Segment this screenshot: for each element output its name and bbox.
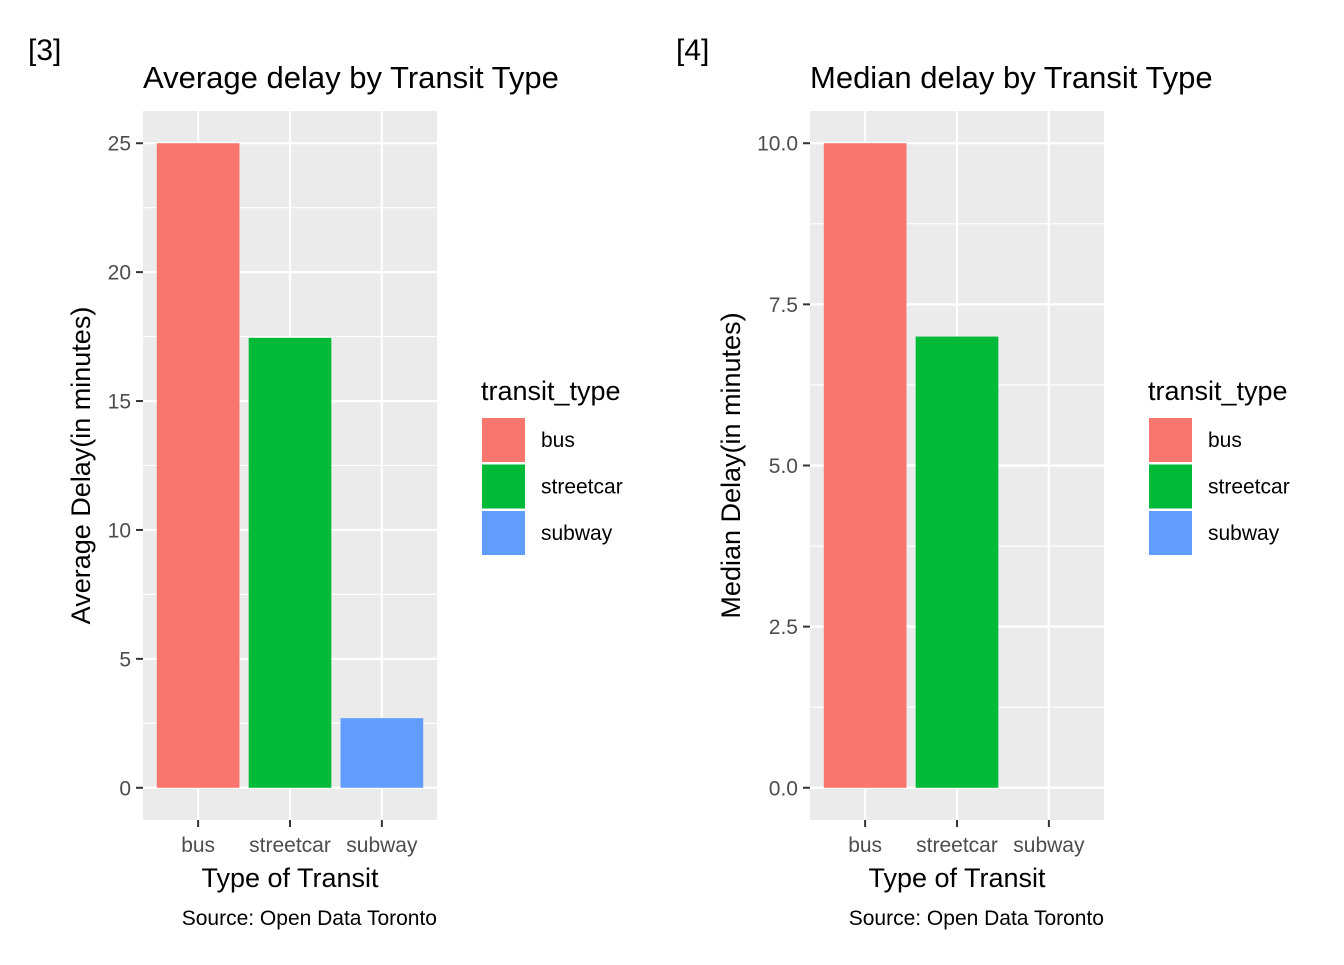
legend-title: transit_type — [481, 376, 621, 406]
legend-label-streetcar: streetcar — [1208, 476, 1290, 499]
y-tick-label: 10 — [108, 519, 131, 542]
legend-label-subway: subway — [1208, 522, 1280, 545]
legend-key-subway — [1149, 511, 1192, 555]
legend-label-bus: bus — [541, 429, 575, 452]
legend-key-subway — [482, 511, 525, 555]
y-tick-label: 25 — [108, 133, 131, 156]
x-axis-label: Type of Transit — [868, 863, 1046, 893]
x-tick-label: streetcar — [249, 834, 331, 857]
chart-0: [3] Average delay by Transit Type 0 5 10 15 20… — [28, 34, 623, 930]
y-tick-label: 20 — [108, 262, 131, 285]
legend-title: transit_type — [1148, 376, 1288, 406]
legend-key-bus — [482, 418, 525, 462]
x-tick-label: subway — [346, 834, 418, 857]
bar-bus — [823, 143, 907, 788]
bar-streetcar — [915, 336, 999, 788]
legend-label-streetcar: streetcar — [541, 476, 623, 499]
y-tick-label: 0 — [119, 777, 131, 800]
y-axis-label: Median Delay(in minutes) — [716, 312, 746, 618]
y-tick-label: 7.5 — [769, 294, 798, 317]
x-axis-label: Type of Transit — [201, 863, 379, 893]
legend-key-streetcar — [482, 464, 525, 509]
y-tick-label: 5.0 — [769, 455, 798, 478]
y-tick-label: 2.5 — [769, 616, 798, 639]
bar-streetcar — [248, 337, 332, 788]
legend-key-bus — [1149, 418, 1192, 462]
panel-tag: [4] — [676, 34, 709, 67]
bar-bus — [156, 143, 240, 788]
x-tick-label: streetcar — [916, 834, 998, 857]
chart-title: Median delay by Transit Type — [810, 60, 1213, 95]
chart-caption: Source: Open Data Toronto — [849, 907, 1104, 930]
legend-key-streetcar — [1149, 464, 1192, 509]
x-tick-label: subway — [1013, 834, 1085, 857]
legend-label-bus: bus — [1208, 429, 1242, 452]
x-tick-label: bus — [848, 834, 882, 857]
chart-1: [4] Median delay by Transit Type 0.0 2.5 5.0… — [676, 34, 1290, 930]
y-axis-label: Average Delay(in minutes) — [66, 307, 96, 625]
chart-title: Average delay by Transit Type — [143, 60, 559, 95]
x-tick-label: bus — [181, 834, 215, 857]
panel-tag: [3] — [28, 34, 61, 67]
legend-label-subway: subway — [541, 522, 613, 545]
chart-caption: Source: Open Data Toronto — [182, 907, 437, 930]
y-tick-label: 15 — [108, 391, 131, 414]
bar-subway — [340, 718, 424, 788]
y-tick-label: 0.0 — [769, 777, 798, 800]
y-tick-label: 5 — [119, 648, 131, 671]
y-tick-label: 10.0 — [757, 133, 798, 156]
